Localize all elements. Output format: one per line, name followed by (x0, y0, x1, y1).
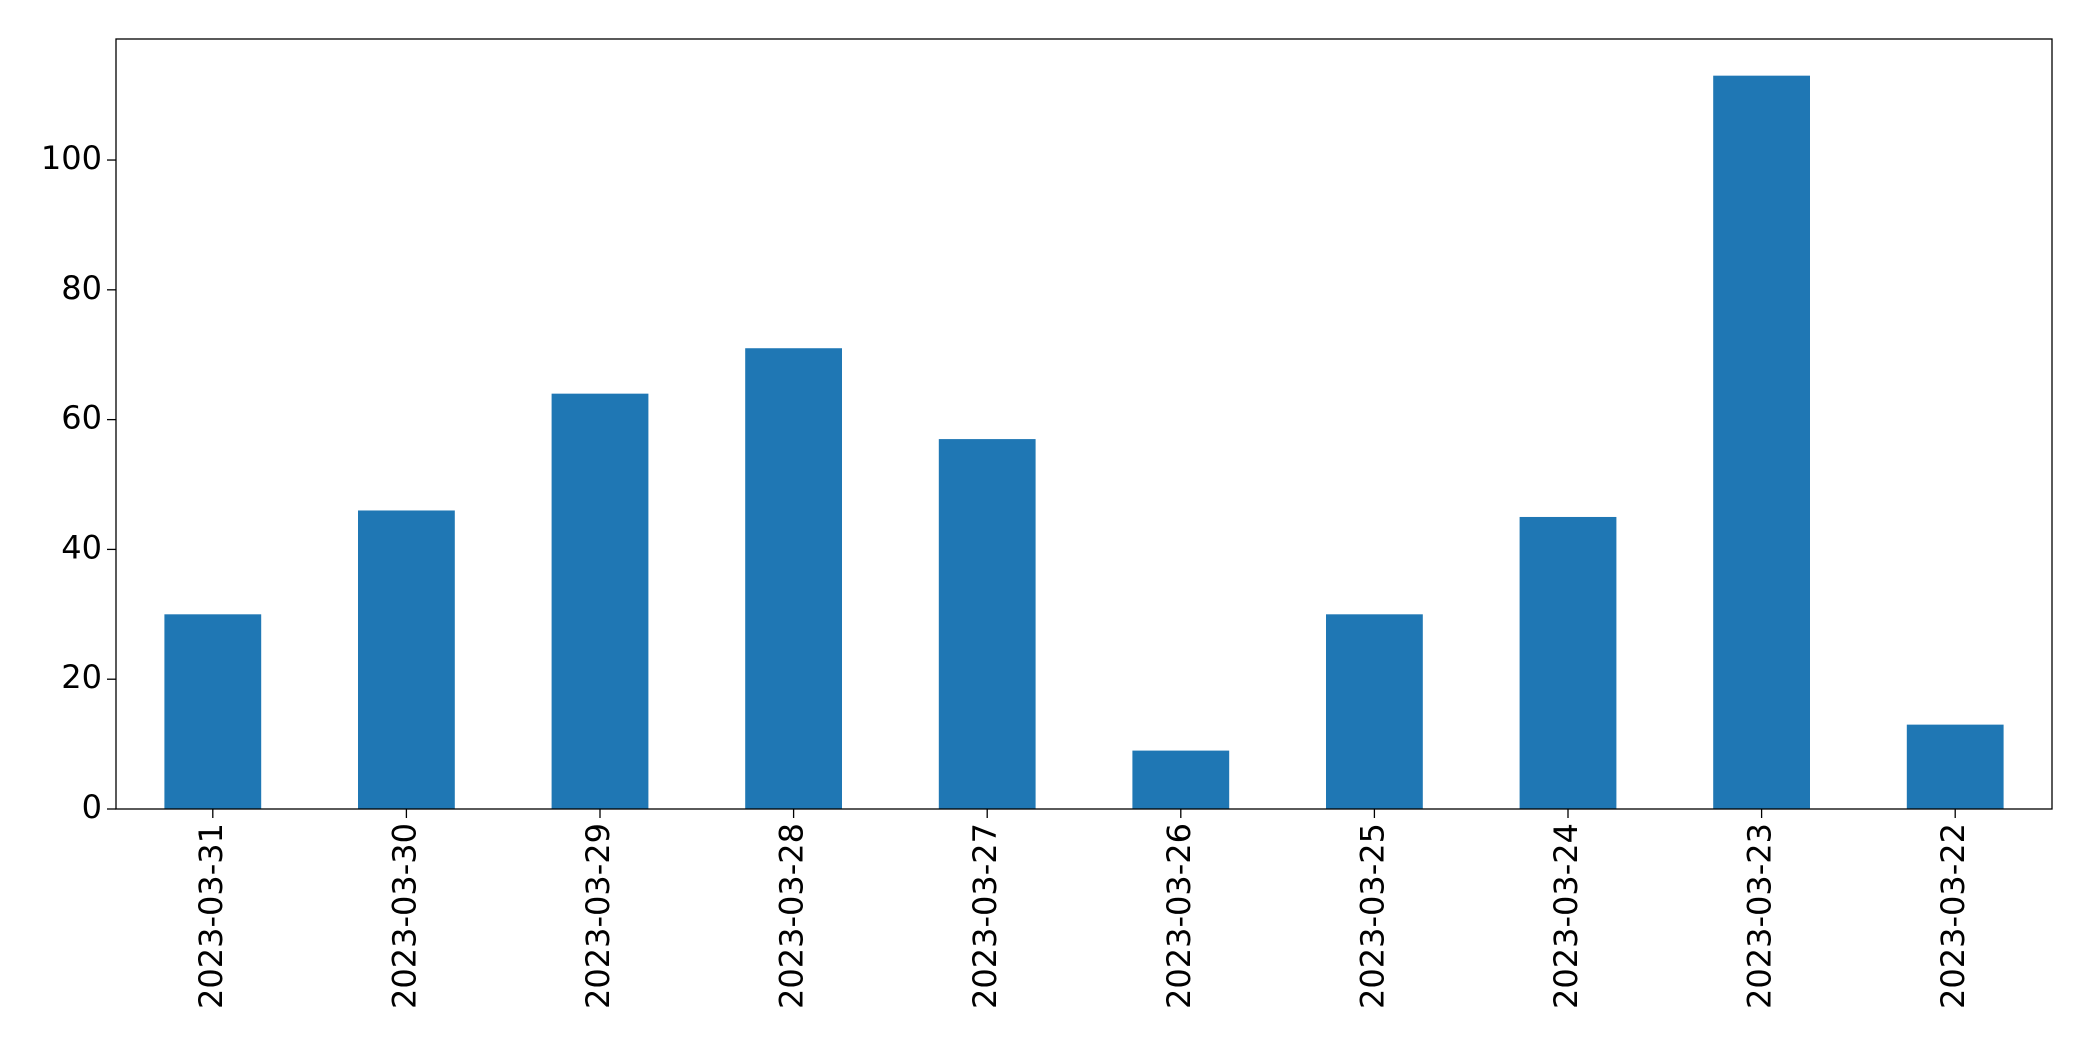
x-tick-label: 2023-03-25 (1353, 823, 1391, 1009)
bar (358, 510, 455, 809)
x-tick-label: 2023-03-31 (192, 823, 230, 1009)
y-tick-label: 20 (61, 658, 102, 696)
y-tick-label: 0 (82, 788, 102, 826)
x-tick-label: 2023-03-26 (1160, 823, 1198, 1009)
x-tick-label: 2023-03-27 (966, 823, 1004, 1009)
bar (1519, 516, 1617, 809)
bar (1326, 614, 1423, 809)
x-tick-label: 2023-03-29 (579, 823, 617, 1009)
y-tick-label: 80 (61, 269, 102, 307)
y-tick-label: 40 (61, 528, 102, 566)
bar (1713, 75, 1810, 809)
y-tick-label: 60 (61, 399, 102, 437)
bar (1906, 724, 2004, 809)
x-tick-label: 2023-03-28 (773, 823, 811, 1009)
x-tick-label: 2023-03-30 (385, 823, 423, 1009)
x-tick-label: 2023-03-24 (1547, 823, 1585, 1009)
axes-frame (115, 38, 2053, 810)
x-tick-label: 2023-03-22 (1934, 823, 1972, 1009)
bar (551, 393, 649, 809)
bar (938, 439, 1036, 809)
x-tick-label: 2023-03-23 (1741, 823, 1779, 1009)
bar (164, 614, 262, 809)
bar (1132, 750, 1230, 809)
bar (745, 348, 842, 809)
y-tick-label: 100 (41, 139, 102, 177)
